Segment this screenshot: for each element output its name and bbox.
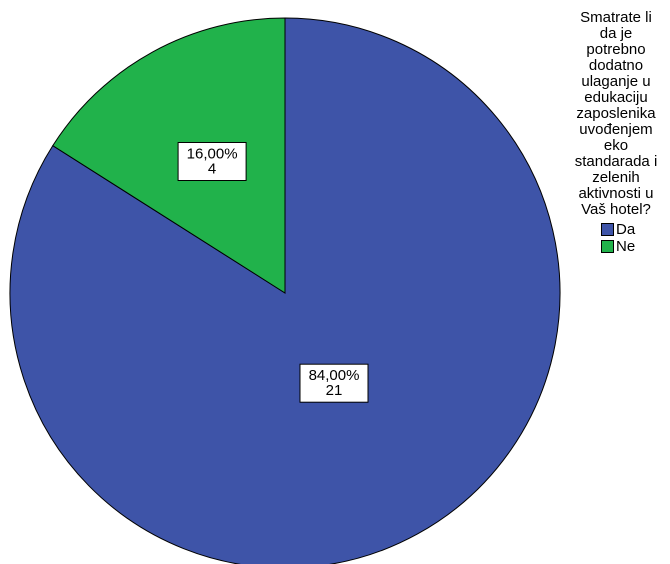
legend-title-line: ulaganje u xyxy=(581,73,651,90)
legend-title-line: zaposlenika xyxy=(576,105,656,122)
legend-title-line: eko xyxy=(603,137,629,154)
legend-label: Ne xyxy=(616,238,636,255)
legend: Smatrate li da je potrebno dodatno ulaganje … xyxy=(564,10,668,256)
slice-percent-label: 16,00% xyxy=(187,146,238,163)
legend-swatch xyxy=(601,223,614,236)
legend-title-line: edukaciju xyxy=(584,89,648,106)
pie-slice xyxy=(9,17,561,564)
legend-label: Da xyxy=(616,221,636,238)
legend-title: Smatrate li da je potrebno dodatno ulaganje … xyxy=(564,10,668,218)
legend-items: Da Ne xyxy=(564,221,668,255)
slice-label: 84,00%21 xyxy=(299,363,369,403)
legend-title-line: dodatno xyxy=(588,57,644,74)
legend-title-line: standarada i xyxy=(574,153,658,170)
slice-label-box xyxy=(299,363,369,403)
legend-item: Ne xyxy=(601,238,668,255)
slice-label: 16,00%4 xyxy=(177,142,247,181)
legend-item: Da xyxy=(601,221,668,238)
legend-title-line: zelenih xyxy=(592,169,640,186)
slice-count-label: 21 xyxy=(326,382,343,399)
pie-slice xyxy=(52,17,286,294)
legend-title-line: Smatrate li xyxy=(580,9,652,26)
legend-title-line: uvođenjem xyxy=(579,121,653,138)
slice-count-label: 4 xyxy=(208,161,216,178)
legend-swatch xyxy=(601,240,614,253)
legend-title-line: Vaš hotel? xyxy=(581,201,651,218)
legend-title-line: aktivnosti u xyxy=(578,185,654,202)
slice-label-box xyxy=(177,142,247,181)
legend-title-line: da je xyxy=(599,25,633,42)
slice-percent-label: 84,00% xyxy=(309,367,360,384)
legend-title-line: potrebno xyxy=(586,41,646,58)
